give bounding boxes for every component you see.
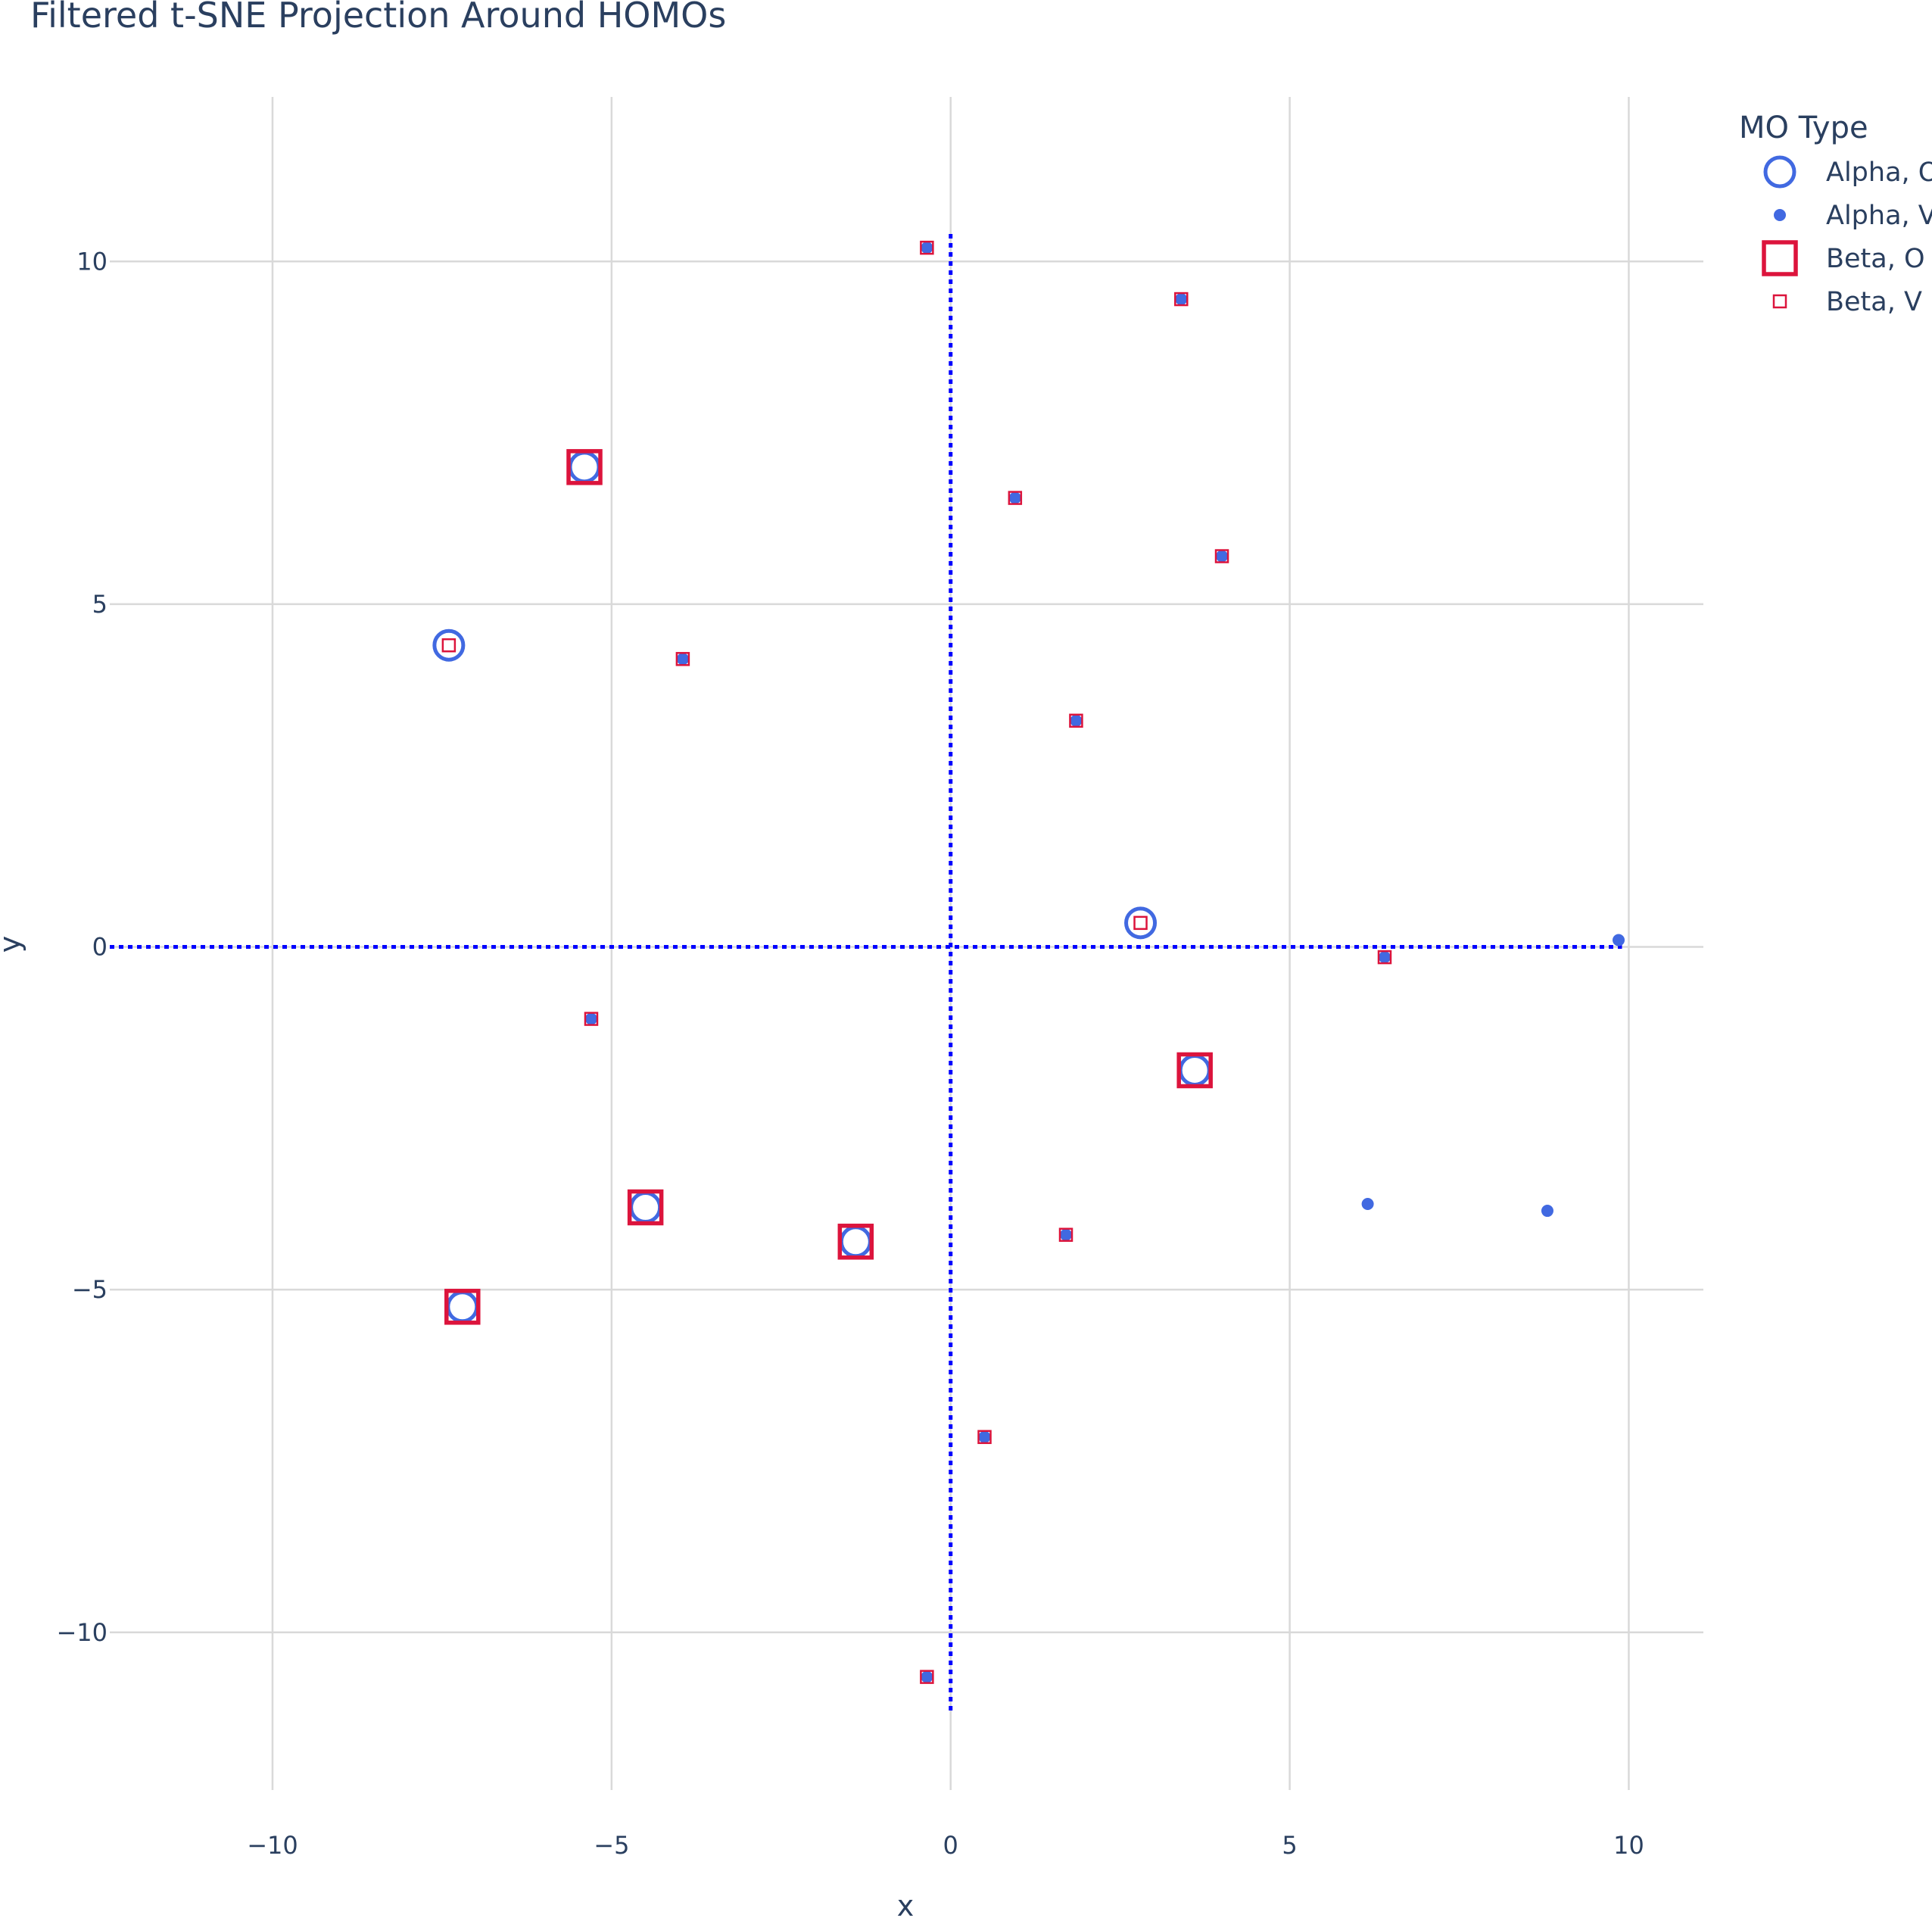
x-axis-title: x xyxy=(897,1889,915,1918)
point-alpha-o xyxy=(432,628,466,662)
x-tick-label: 0 xyxy=(943,1831,958,1860)
point-alpha-v xyxy=(1541,1205,1553,1218)
series-alpha-v xyxy=(584,242,1625,1683)
y-tick-label: 10 xyxy=(76,247,108,276)
point-beta-v xyxy=(1214,549,1229,563)
point-alpha-v xyxy=(1008,491,1021,504)
point-alpha-v xyxy=(921,1670,933,1683)
point-beta-o xyxy=(837,1224,874,1260)
point-beta-v xyxy=(920,1670,934,1684)
legend-label: Beta, V xyxy=(1826,287,1922,317)
legend-label: Alpha, O xyxy=(1826,157,1932,188)
point-alpha-v xyxy=(1613,934,1625,947)
point-alpha-v xyxy=(676,653,689,666)
x-tick-label: −10 xyxy=(247,1831,298,1860)
point-beta-v xyxy=(1058,1227,1074,1242)
legend-marker-icon xyxy=(1762,240,1798,276)
legend-marker-icon xyxy=(1772,294,1787,309)
point-backdrop xyxy=(1180,1056,1210,1085)
point-alpha-v xyxy=(1175,293,1188,306)
point-backdrop xyxy=(434,631,463,660)
point-beta-v xyxy=(441,638,457,653)
series-alpha-o xyxy=(432,451,1211,1324)
data-points xyxy=(432,240,1625,1684)
legend-item[interactable]: Alpha, V xyxy=(1774,201,1932,231)
point-beta-o xyxy=(627,1189,664,1226)
point-beta-v xyxy=(1174,292,1189,307)
point-beta-o xyxy=(1176,1052,1213,1089)
x-tick-label: 10 xyxy=(1613,1831,1644,1860)
point-beta-v xyxy=(584,1012,599,1026)
grid-lines xyxy=(110,97,1703,1790)
series-beta-v xyxy=(441,240,1392,1684)
y-tick-label: −5 xyxy=(72,1275,108,1304)
point-alpha-v xyxy=(584,1012,597,1025)
point-beta-v xyxy=(1133,915,1148,931)
point-backdrop xyxy=(570,452,600,482)
point-alpha-v xyxy=(921,242,933,254)
point-beta-o xyxy=(566,449,603,485)
point-backdrop xyxy=(631,1193,660,1222)
point-alpha-o xyxy=(1124,906,1158,940)
point-beta-v xyxy=(1377,950,1392,965)
y-tick-label: 5 xyxy=(92,590,108,619)
point-beta-o xyxy=(444,1289,481,1325)
point-alpha-v xyxy=(1216,550,1229,563)
legend-marker-icon xyxy=(1763,155,1796,189)
point-beta-v xyxy=(977,1430,992,1445)
point-beta-v xyxy=(1008,491,1023,505)
series-beta-o xyxy=(444,449,1213,1325)
legend-item[interactable]: Alpha, O xyxy=(1763,155,1932,189)
legend[interactable]: MO Type Alpha, O Alpha, V Beta, O Beta, V xyxy=(1739,111,1932,317)
chart-title: Filtered t-SNE Projection Around HOMOs xyxy=(30,0,726,36)
tick-labels: −10 −5 0 5 10 −10 −5 0 5 10 xyxy=(56,247,1644,1860)
point-alpha-v xyxy=(1361,1198,1374,1210)
point-alpha-v xyxy=(1379,951,1391,964)
y-axis-title: y xyxy=(0,936,26,953)
x-tick-label: 5 xyxy=(1282,1831,1297,1860)
point-beta-v xyxy=(675,652,690,666)
legend-label: Alpha, V xyxy=(1826,201,1932,231)
y-tick-label: 0 xyxy=(92,933,108,962)
point-backdrop xyxy=(447,1292,477,1321)
legend-marker-icon xyxy=(1774,209,1786,221)
point-beta-v xyxy=(920,240,934,255)
legend-label: Beta, O xyxy=(1826,244,1925,274)
point-alpha-v xyxy=(978,1430,991,1443)
x-tick-label: −5 xyxy=(594,1831,629,1860)
point-alpha-v xyxy=(1060,1228,1072,1241)
point-backdrop xyxy=(1126,908,1155,937)
point-backdrop xyxy=(841,1227,871,1256)
legend-item[interactable]: Beta, V xyxy=(1772,287,1922,317)
point-alpha-v xyxy=(1070,714,1083,727)
point-beta-v xyxy=(1069,713,1083,728)
legend-item[interactable]: Beta, O xyxy=(1762,240,1925,276)
y-tick-label: −10 xyxy=(56,1618,108,1647)
reference-lines xyxy=(110,234,1622,1715)
legend-title: MO Type xyxy=(1739,111,1868,145)
